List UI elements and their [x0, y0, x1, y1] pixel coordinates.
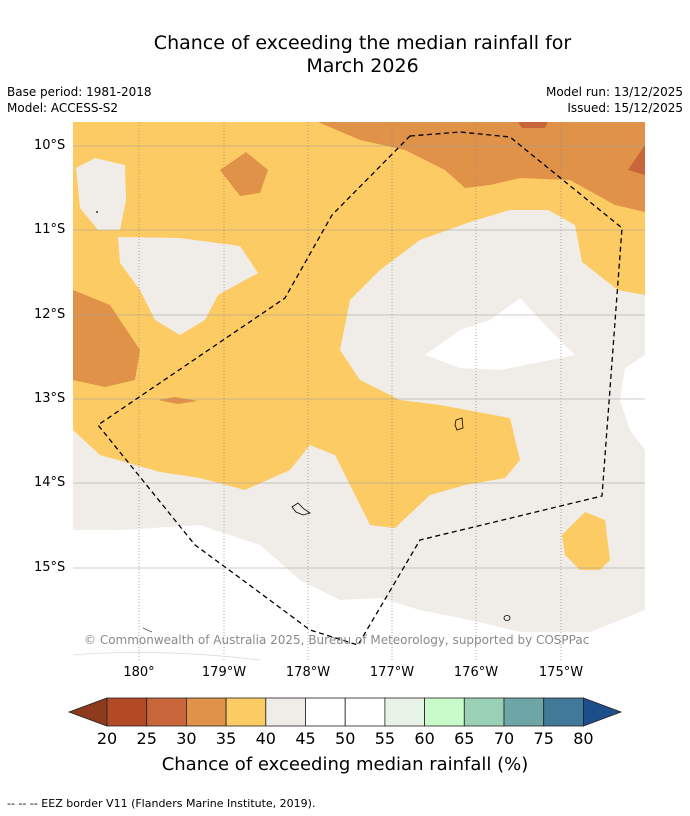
- field-40-45-central: [118, 237, 258, 335]
- lat-label-14s: 14°S: [34, 475, 66, 490]
- gridlines: [73, 145, 645, 569]
- eez-footnote: -- -- -- EEZ border V11 (Flanders Marine…: [7, 797, 316, 810]
- colorbar-swatch: [106, 697, 148, 727]
- colorbar-tick: 75: [533, 729, 554, 748]
- colorbar-swatch: [503, 697, 545, 727]
- lon-label-177w: 177°W: [369, 665, 415, 680]
- coast-fragment: [142, 627, 153, 633]
- field-30-35-west: [73, 290, 140, 387]
- copyright-notice: © Commonwealth of Australia 2025, Bureau…: [84, 633, 590, 647]
- field-30-35-small: [220, 152, 268, 196]
- lat-label-12s: 12°S: [34, 307, 66, 322]
- colorbar-swatch: [305, 697, 346, 727]
- colorbar-swatch: [225, 697, 267, 727]
- lon-label-175w: 175°W: [538, 665, 584, 680]
- field-45-50-interior: [425, 298, 575, 370]
- colorbar-swatch: [344, 697, 386, 727]
- probability-fields: [73, 122, 645, 662]
- colorbar-tick: 60: [414, 729, 435, 748]
- lat-label-15s: 15°S: [34, 560, 66, 575]
- lon-label-178w: 178°W: [285, 665, 331, 680]
- island-dot: [96, 211, 98, 213]
- colorbar-swatch: [463, 697, 505, 727]
- colorbar-swatch: [185, 697, 227, 727]
- island-outline: [291, 502, 311, 516]
- colorbar-tick: 20: [96, 729, 118, 748]
- lon-label-180: 180°: [123, 665, 155, 680]
- colorbar-tick: 50: [335, 729, 356, 748]
- colorbar-tick: 25: [136, 729, 157, 748]
- map-title-line1: Chance of exceeding the median rainfall …: [153, 32, 572, 54]
- colorbar-tick: 35: [215, 729, 237, 748]
- island-outline: [454, 417, 464, 431]
- colorbar-swatch: [265, 697, 306, 727]
- lat-label-11s: 11°S: [34, 222, 66, 237]
- field-40-45-west: [76, 158, 126, 230]
- lat-label-13s: 13°S: [34, 391, 66, 406]
- model-run-date: Model run: 13/12/2025: [545, 85, 683, 99]
- field-45-50-south: [73, 525, 645, 662]
- field-25-30-north: [518, 122, 548, 128]
- colorbar-swatch: [384, 697, 425, 727]
- lat-label-10s: 10°S: [34, 138, 66, 153]
- issued-date: Issued: 15/12/2025: [567, 101, 683, 115]
- colorbar-label: Chance of exceeding median rainfall (%): [161, 754, 529, 775]
- colorbar-tick: 80: [573, 729, 594, 748]
- coast-fragment: [72, 652, 261, 661]
- field-45-50-east: [620, 355, 645, 450]
- model-name: Model: ACCESS-S2: [7, 101, 119, 115]
- base-period: Base period: 1981-2018: [7, 85, 152, 99]
- field-35-40-southeast: [562, 512, 610, 570]
- colorbar-swatch: [146, 697, 187, 727]
- field-25-30-east: [628, 145, 645, 175]
- colorbar-under-arrow: [67, 697, 108, 727]
- lon-label-179w: 179°W: [201, 665, 247, 680]
- colorbar-tick: 40: [255, 729, 276, 748]
- lon-label-176w: 176°W: [453, 665, 499, 680]
- colorbar-tick: 45: [295, 729, 316, 748]
- colorbar-over-arrow: [583, 697, 623, 727]
- colorbar-swatch: [543, 697, 584, 727]
- colorbar-swatch: [424, 697, 465, 727]
- island-outline: [503, 615, 511, 621]
- field-35-40: [73, 122, 645, 528]
- colorbar-tick: 65: [454, 729, 475, 748]
- colorbar-tick: 55: [374, 729, 396, 748]
- meridians: [138, 122, 562, 662]
- field-30-35-north: [318, 122, 645, 212]
- colorbar: [67, 697, 623, 727]
- colorbar-tick: 30: [176, 729, 197, 748]
- colorbar-tick: 70: [493, 729, 515, 748]
- map-title-line2: March 2026: [306, 55, 419, 77]
